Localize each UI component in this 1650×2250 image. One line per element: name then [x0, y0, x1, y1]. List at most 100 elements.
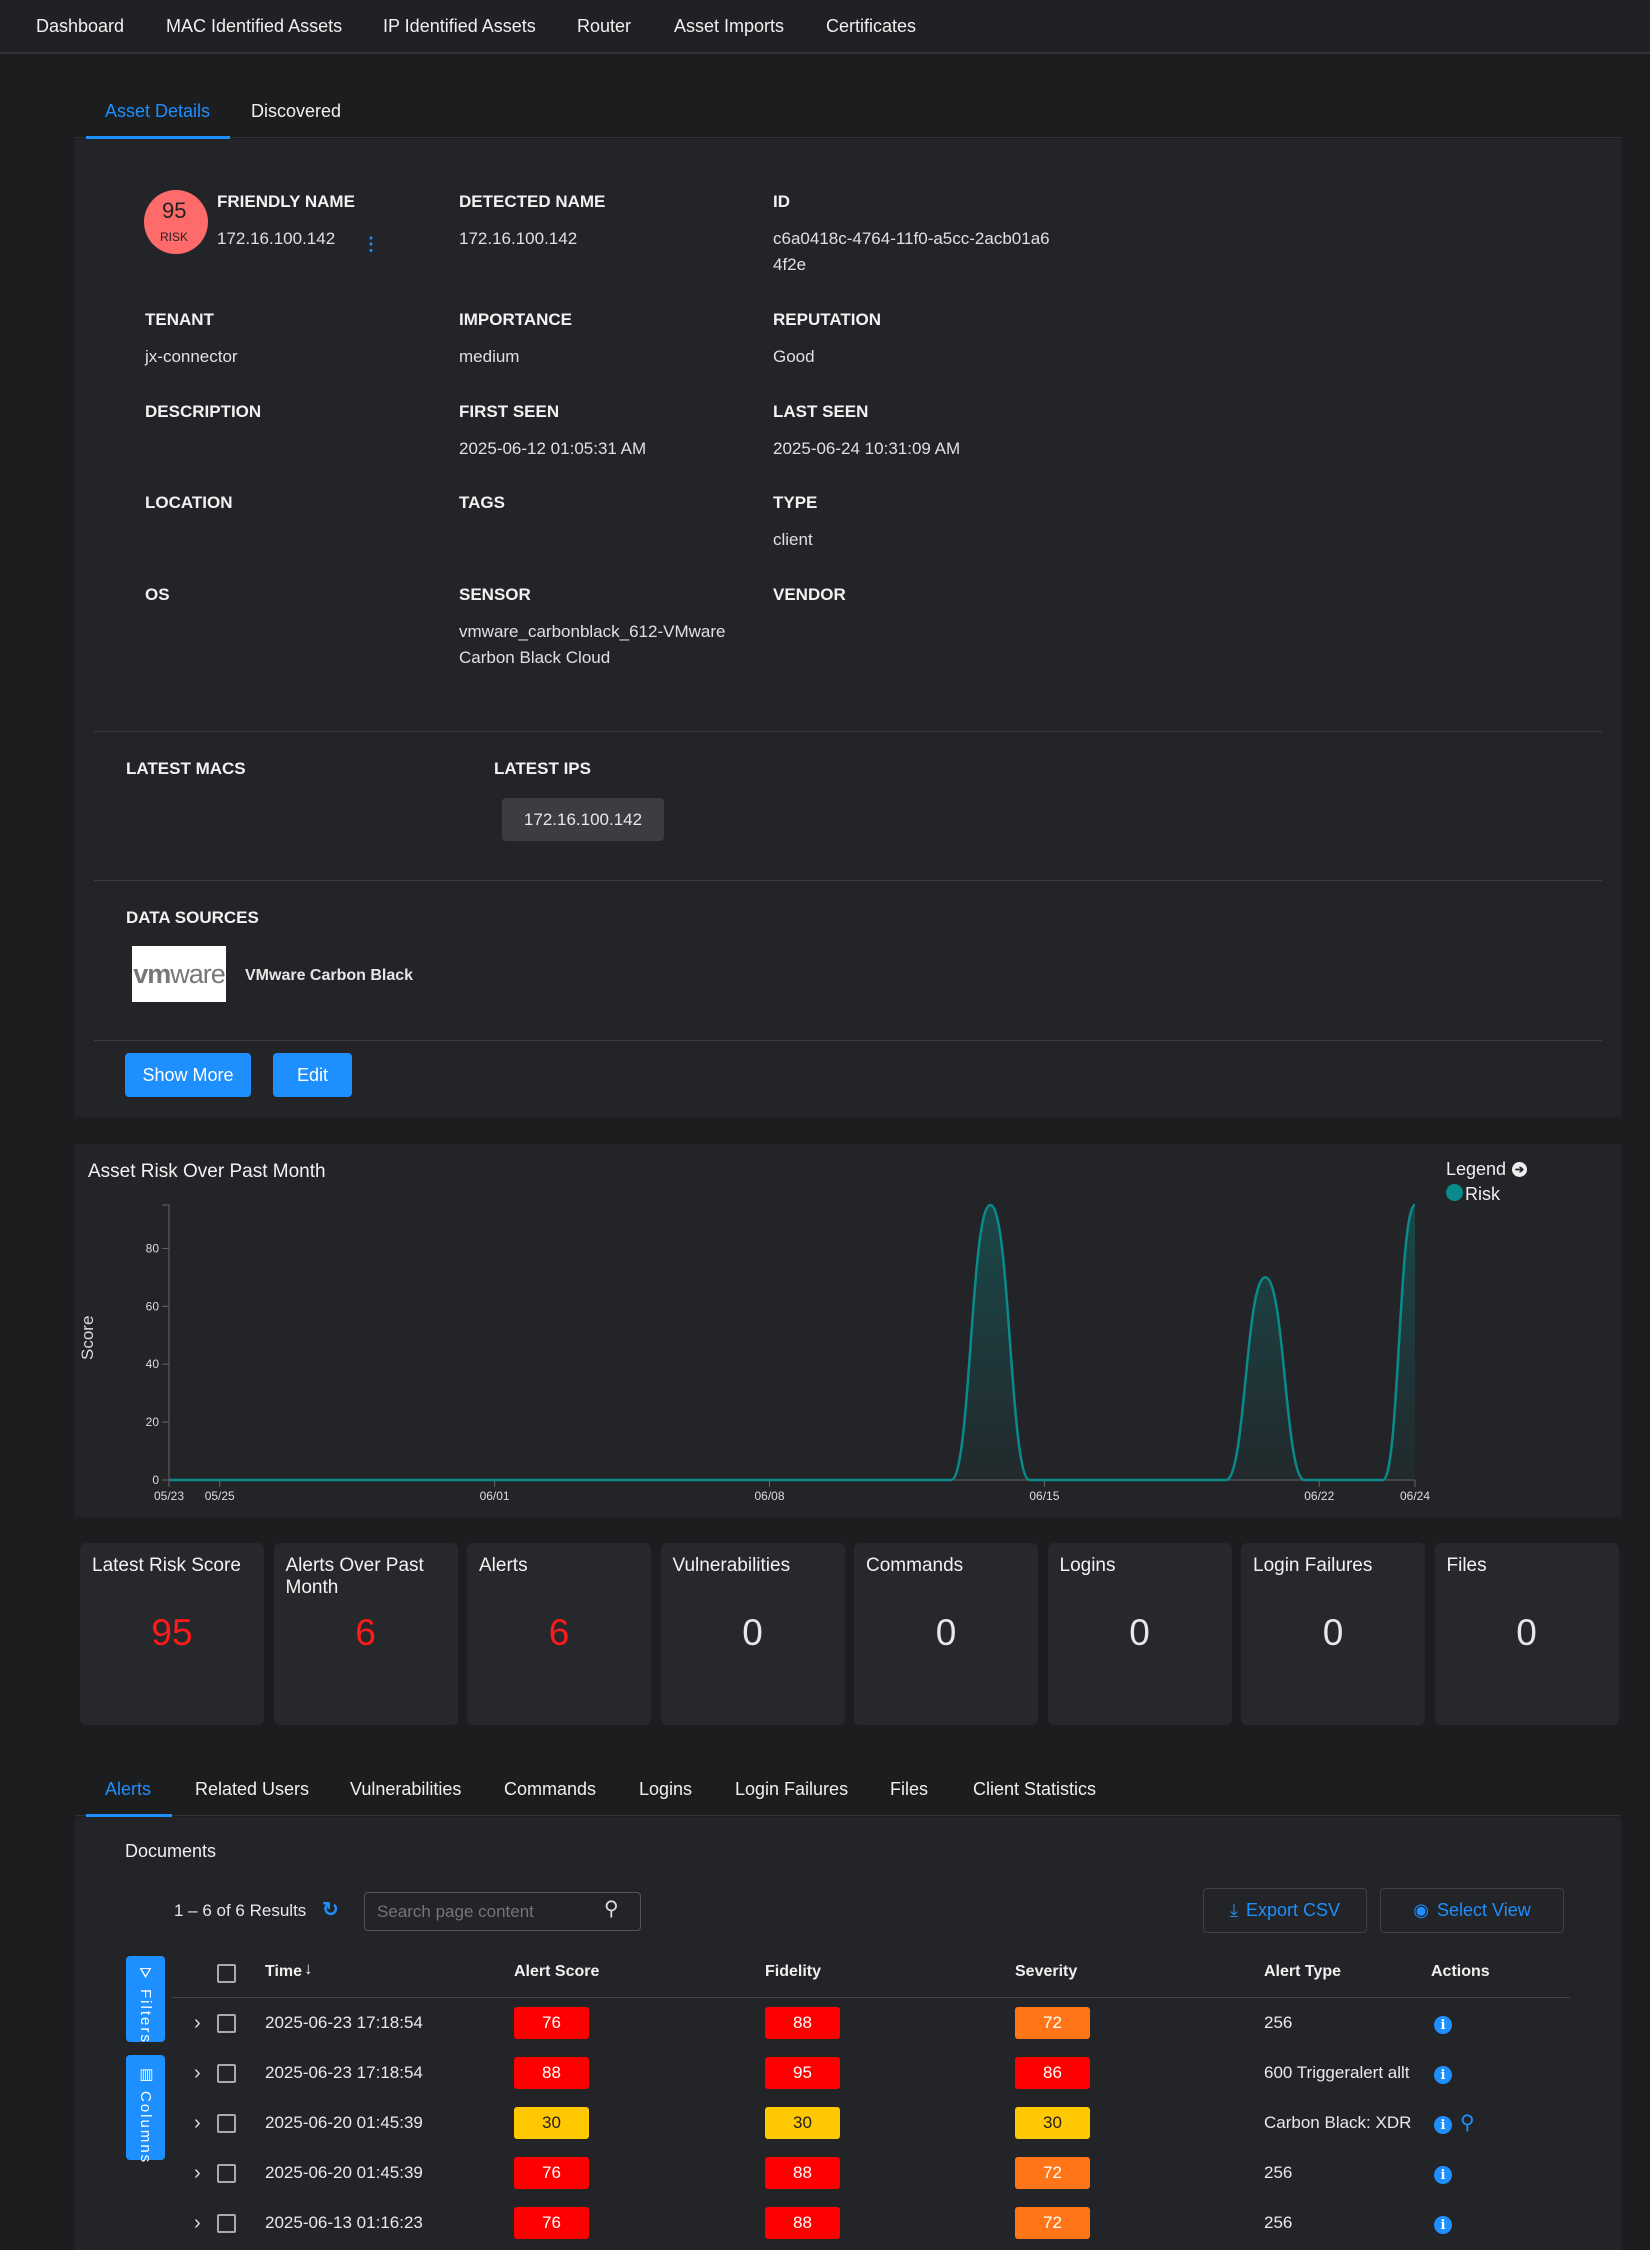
- badge-severity: 30: [1015, 2107, 1090, 2139]
- search-alert-icon[interactable]: ⚲: [1460, 2112, 1475, 2134]
- select-view-button[interactable]: ◉ Select View: [1380, 1888, 1564, 1933]
- column-header-alert-type[interactable]: Alert Type: [1264, 1963, 1342, 1980]
- stat-card-alerts: [467, 1543, 651, 1725]
- field-label-sensor: SENSOR: [459, 585, 531, 604]
- expand-row-icon[interactable]: ›: [194, 2112, 201, 2134]
- row-checkbox[interactable]: [217, 2014, 236, 2033]
- tab-divider: [75, 137, 1621, 138]
- column-header-severity[interactable]: Severity: [1015, 1963, 1078, 1980]
- stat-title: Vulnerabilities: [672, 1555, 791, 1576]
- badge-severity: 72: [1015, 2007, 1090, 2039]
- field-value-id: c6a0418c-4764-11f0-a5cc-2acb01a6 4f2e: [773, 229, 1050, 274]
- select-all-checkbox[interactable]: [217, 1964, 236, 1983]
- risk-score-badge: [144, 190, 208, 254]
- field-value-detected-name: 172.16.100.142: [459, 229, 578, 248]
- legend-toggle-icon[interactable]: ➔: [1512, 1162, 1527, 1177]
- row-checkbox[interactable]: [217, 2114, 236, 2133]
- friendly-name-menu-icon[interactable]: ⋮: [362, 234, 380, 254]
- badge-fidelity: 88: [765, 2207, 840, 2239]
- stat-value: 0: [1129, 1612, 1150, 1653]
- nav-item-2[interactable]: IP Identified Assets: [383, 16, 536, 36]
- filters-button[interactable]: ⛛ Filters: [126, 1956, 165, 2044]
- stat-title: Alerts Over Past Month: [285, 1555, 424, 1598]
- alert-type: 256: [1264, 2163, 1293, 2182]
- field-value-first-seen: 2025-06-12 01:05:31 AM: [459, 439, 647, 458]
- badge-fidelity: 95: [765, 2057, 840, 2089]
- stat-title: Logins: [1059, 1555, 1116, 1576]
- tab-discovered[interactable]: Discovered: [251, 101, 342, 121]
- refresh-icon[interactable]: ↻: [322, 1899, 339, 1921]
- stat-card-logins: [1047, 1543, 1232, 1725]
- edit-button[interactable]: Edit: [273, 1053, 352, 1097]
- stat-title: Alerts: [479, 1555, 528, 1576]
- field-label-id: ID: [773, 192, 790, 211]
- expand-row-icon[interactable]: ›: [194, 2012, 201, 2034]
- search-input[interactable]: [364, 1892, 641, 1931]
- badge-fidelity: 88: [765, 2007, 840, 2039]
- latest-macs-label: LATEST MACS: [126, 759, 246, 778]
- alerts-tab-underline: [86, 1814, 172, 1817]
- alert-time: 2025-06-20 01:45:39: [265, 2113, 423, 2132]
- column-header-time[interactable]: Time: [265, 1963, 303, 1980]
- asset-details-panel: [75, 139, 1621, 1117]
- tab-files[interactable]: Files: [890, 1779, 929, 1799]
- row-checkbox[interactable]: [217, 2164, 236, 2183]
- search-field[interactable]: [365, 1893, 595, 1930]
- tab-login-failures[interactable]: Login Failures: [735, 1779, 849, 1799]
- badge-score: 76: [514, 2207, 589, 2239]
- ip-chip[interactable]: 172.16.100.142: [502, 798, 664, 841]
- field-label-vendor: VENDOR: [773, 585, 846, 604]
- expand-row-icon[interactable]: ›: [194, 2162, 201, 2184]
- info-icon[interactable]: i: [1434, 2216, 1452, 2234]
- nav-item-5[interactable]: Certificates: [826, 16, 917, 36]
- nav-item-4[interactable]: Asset Imports: [674, 16, 785, 36]
- info-icon[interactable]: i: [1434, 2116, 1452, 2134]
- info-icon[interactable]: i: [1434, 2066, 1452, 2084]
- latest-ips-label: LATEST IPS: [494, 759, 591, 778]
- search-icon[interactable]: ⚲: [604, 1898, 619, 1920]
- stat-value: 0: [742, 1612, 763, 1653]
- info-icon[interactable]: i: [1434, 2166, 1452, 2184]
- sort-desc-icon[interactable]: ↓: [304, 1959, 313, 1978]
- badge-severity: 86: [1015, 2057, 1090, 2089]
- columns-button[interactable]: ▥ Columns: [126, 2055, 165, 2164]
- stat-value: 6: [548, 1612, 570, 1653]
- stat-card-vulnerabilities: [660, 1543, 845, 1725]
- field-label-friendly-name: FRIENDLY NAME: [217, 192, 355, 211]
- alert-time: 2025-06-23 17:18:54: [265, 2063, 423, 2082]
- tab-logins[interactable]: Logins: [639, 1779, 693, 1799]
- tab-asset-details[interactable]: Asset Details: [105, 101, 211, 121]
- field-value-sensor: vmware_carbonblack_612-VMware Carbon Bla…: [459, 622, 726, 667]
- risk-score-label: RISK: [160, 230, 189, 244]
- stat-card-alerts-over-past-month: [273, 1543, 458, 1725]
- column-header-alert-score[interactable]: Alert Score: [514, 1963, 600, 1980]
- export-csv-button[interactable]: ⤓ Export CSV: [1203, 1888, 1367, 1933]
- stat-value: 0: [935, 1612, 957, 1653]
- tab-vulnerabilities[interactable]: Vulnerabilities: [350, 1779, 462, 1799]
- column-header-fidelity[interactable]: Fidelity: [765, 1963, 822, 1980]
- row-checkbox[interactable]: [217, 2064, 236, 2083]
- legend-title: Legend: [1446, 1159, 1507, 1179]
- header-divider: [172, 1997, 1570, 1998]
- badge-severity: 72: [1015, 2157, 1090, 2189]
- expand-row-icon[interactable]: ›: [194, 2062, 201, 2084]
- field-value-type: client: [773, 530, 813, 549]
- alert-time: 2025-06-20 01:45:39: [265, 2163, 423, 2182]
- nav-item-0[interactable]: Dashboard: [36, 16, 125, 36]
- info-icon[interactable]: i: [1434, 2016, 1452, 2034]
- tab-alerts[interactable]: Alerts: [105, 1779, 152, 1799]
- row-checkbox[interactable]: [217, 2214, 236, 2233]
- tab-commands[interactable]: Commands: [504, 1779, 597, 1799]
- nav-item-3[interactable]: Router: [577, 16, 632, 36]
- badge-score: 76: [514, 2007, 589, 2039]
- risk-chart-panel: [75, 1144, 1621, 1517]
- badge-score: 88: [514, 2057, 589, 2089]
- tab-related-users[interactable]: Related Users: [195, 1779, 310, 1799]
- column-header-actions[interactable]: Actions: [1431, 1963, 1490, 1980]
- expand-row-icon[interactable]: ›: [194, 2212, 201, 2234]
- field-label-os: OS: [145, 585, 170, 604]
- stat-card-files: [1434, 1543, 1619, 1725]
- show-more-button[interactable]: Show More: [125, 1053, 251, 1097]
- tab-client-statistics[interactable]: Client Statistics: [973, 1779, 1097, 1799]
- nav-item-1[interactable]: MAC Identified Assets: [166, 16, 343, 36]
